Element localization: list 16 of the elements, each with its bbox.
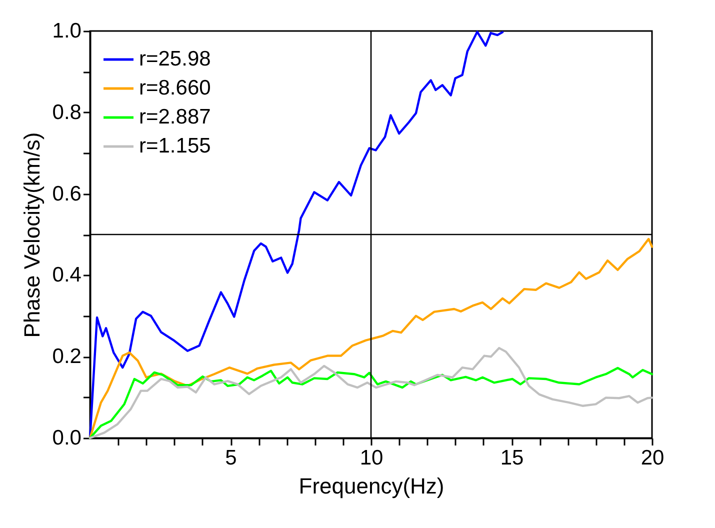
y-axis-title: Phase Velocity(km/s) [19, 132, 44, 338]
y-tick-label: 0.2 [52, 345, 82, 368]
legend-label: r=1.155 [139, 134, 211, 158]
x-axis-title: Frequency(Hz) [298, 474, 444, 498]
y-tick-label: 0.8 [52, 100, 82, 124]
y-tick-label: 0.0 [52, 426, 82, 450]
legend-label: r=25.98 [139, 48, 211, 70]
x-tick-label: 10 [360, 446, 384, 470]
x-tick-label: 20 [640, 446, 664, 470]
y-tick-label: 0.6 [52, 182, 82, 206]
legend-label: r=2.887 [139, 106, 211, 128]
y-tick-label: 1.0 [52, 20, 82, 42]
x-tick-label: 15 [500, 446, 524, 470]
x-tick-label: 5 [225, 446, 237, 470]
y-tick-label: 0.4 [52, 264, 82, 287]
legend-label: r=8.660 [139, 76, 211, 100]
